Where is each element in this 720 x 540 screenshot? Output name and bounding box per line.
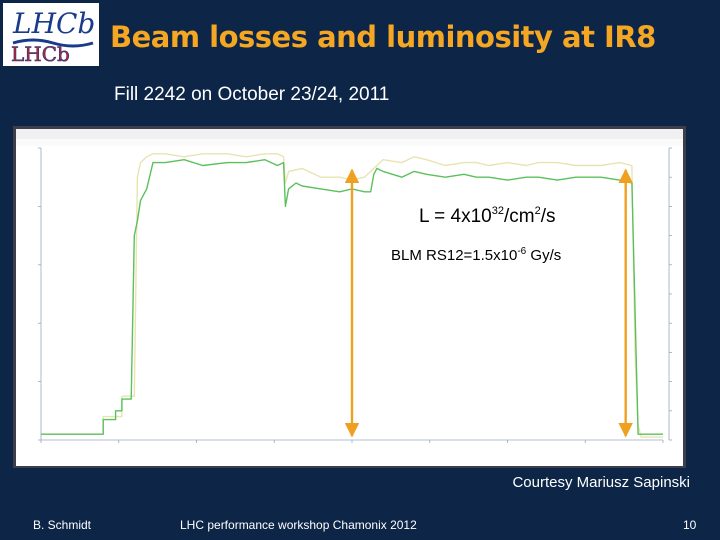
- timber-plot: [13, 126, 686, 468]
- svg-text:LHCb: LHCb: [12, 7, 95, 40]
- blm-annotation: BLM RS12=1.5x10-6 Gy/s: [391, 246, 561, 264]
- series-layer: [41, 153, 663, 438]
- lumi-suffix: /s: [540, 206, 556, 227]
- lumi-prefix: L = 4x10: [419, 206, 492, 227]
- page-number: 10: [683, 518, 697, 532]
- left-axis: [38, 147, 42, 441]
- series-line-blm: [41, 159, 663, 435]
- lumi-exponent-2: 2: [534, 205, 541, 217]
- slide-subtitle: Fill 2242 on October 23/24, 2011: [114, 84, 390, 105]
- right-axis: [668, 147, 672, 441]
- plot-canvas: [16, 129, 683, 466]
- svg-text:LHCb: LHCb: [11, 42, 70, 66]
- plot-legend-bar: [16, 139, 683, 146]
- marker-layer: [344, 168, 633, 438]
- lumi-exponent: 32: [491, 205, 504, 217]
- lhcb-logo-graphic: LHCb LHCb: [3, 3, 99, 66]
- slide-title: Beam losses and luminosity at IR8: [110, 20, 656, 54]
- blm-suffix: Gy/s: [526, 247, 562, 264]
- blm-prefix: BLM RS12=1.5x10: [391, 247, 518, 264]
- footer-author: B. Schmidt: [33, 518, 92, 532]
- courtesy-note: Courtesy Mariusz Sapinski: [512, 474, 690, 491]
- bottom-axis: [40, 439, 664, 443]
- luminosity-annotation: L = 4x1032/cm2/s: [419, 205, 555, 228]
- lhcb-logo: LHCb LHCb: [3, 3, 99, 66]
- lumi-unit: /cm: [503, 206, 535, 227]
- blm-exponent: -6: [517, 246, 527, 257]
- footer-event: LHC performance workshop Chamonix 2012: [180, 518, 417, 532]
- series-line-lumi: [41, 153, 663, 438]
- plot-window-titlebar: [16, 129, 683, 139]
